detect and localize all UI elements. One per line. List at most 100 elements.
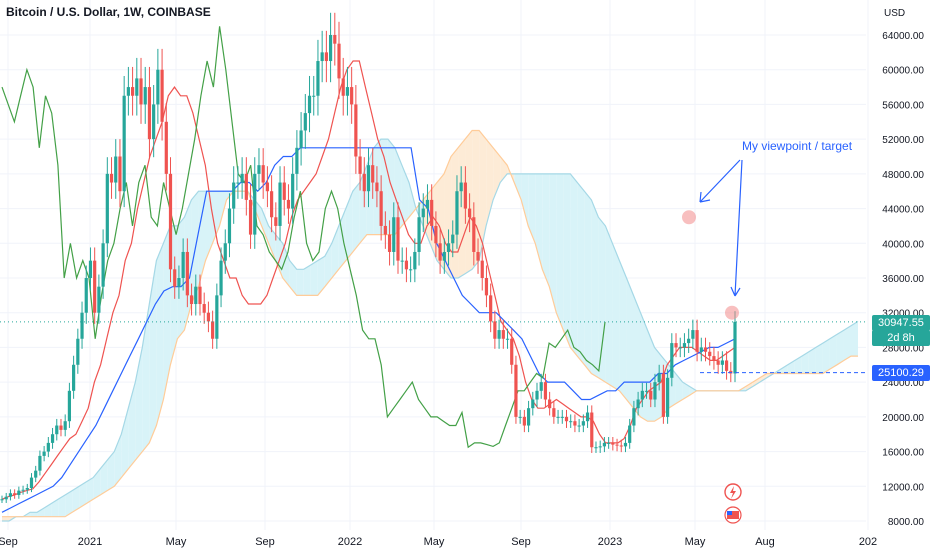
kumo-segment [205,191,213,261]
candle-body [181,251,185,278]
price-tick: 60000.00 [882,66,924,77]
kumo-segment [37,507,45,517]
kumo-cloud [2,130,858,521]
kumo-segment [310,260,318,296]
time-axis: Sep 2021 May Sep 2022 May Sep 2023 May Aug 202 [0,536,877,548]
kumo-segment [843,325,851,361]
candle-body [261,165,265,183]
kumo-segment [633,295,641,417]
time-tick: Sep [0,536,18,548]
candle-body [244,173,248,200]
price-tick: 32000.00 [882,309,924,320]
candle-body [585,412,590,422]
kumo-segment [93,468,101,500]
price-tick: 8000.00 [888,517,925,528]
candle-body [278,182,282,226]
candle-body [518,416,522,418]
time-tick: Sep [255,536,275,548]
kumo-segment [570,173,578,357]
kumo-segment [745,382,753,391]
candle-body [211,321,215,339]
candle-body [253,173,257,235]
kumo-segment [549,173,557,313]
candle-body [434,225,438,244]
candle-body [468,208,472,218]
price-tick: 64000.00 [882,31,924,42]
kumo-segment [563,173,571,348]
candle-body [590,412,594,448]
candle-body [716,360,720,365]
candle-body [362,173,366,192]
candle-body [84,278,88,313]
candle-body [67,390,72,422]
kumo-segment [156,243,164,426]
candle-body [535,390,539,400]
kumo-segment [605,225,613,387]
candle-body [501,330,505,339]
countdown-tag: 2d 8h [872,330,930,346]
candle-body [114,156,118,183]
kumo-segment [626,278,634,409]
candle-body [286,199,291,209]
candle-body [687,338,691,344]
candle-body [442,251,446,261]
reference-price-tag[interactable]: 25100.29 [872,365,930,381]
senkou-span-b [2,129,858,518]
candle-body [409,269,413,271]
kumo-segment [619,260,627,400]
candle-body [232,182,236,209]
kumo-segment [465,130,473,274]
kumo-segment [289,260,297,296]
candle-body [665,377,670,417]
candle-body [118,156,122,192]
kumo-segment [2,516,10,521]
time-tick: 202 [859,536,877,548]
candle-body [682,343,687,348]
candle-body [451,234,455,244]
candle-body [543,382,548,400]
candle-body [695,330,699,352]
candle-body [375,182,379,192]
candle-body [42,451,46,456]
candle-body [291,173,295,209]
last-price: 30947.55 [878,317,924,329]
kumo-segment [535,173,543,270]
candles [0,12,737,503]
candle-body [38,455,42,471]
candle-body [712,356,716,361]
us-flag-icon[interactable] [724,506,742,524]
axis-currency: USD [884,8,905,19]
kumo-segment [780,364,788,374]
candle-body [417,217,421,252]
candle-body [670,343,674,378]
candle-body [312,95,316,97]
kijun-line [1,147,736,513]
candle-body [404,260,409,270]
candle-body [282,182,286,200]
kumo-segment [801,351,809,374]
candle-body [164,121,168,174]
kumo-segment [815,343,823,374]
candle-body [189,295,194,305]
candle-body [400,260,404,262]
candle-body [76,338,80,365]
candle-body [522,416,526,426]
candle-body [93,260,97,313]
price-tick: 20000.00 [882,413,924,424]
last-price-tag[interactable]: 30947.55 [872,315,930,331]
lightning-icon[interactable] [724,483,742,501]
lightning-icon-bolt [730,486,736,499]
chart-title: Bitcoin / U.S. Dollar, 1W, COINBASE [6,5,211,19]
candle-body [50,434,55,443]
candle-body [303,113,307,131]
candle-body [459,182,463,192]
price-tick: 48000.00 [882,170,924,181]
candle-body [0,499,4,501]
candle-body [198,286,202,305]
candle-body [556,416,560,418]
candle-body [316,61,320,96]
candle-body [480,260,484,278]
candle-body [505,338,510,340]
